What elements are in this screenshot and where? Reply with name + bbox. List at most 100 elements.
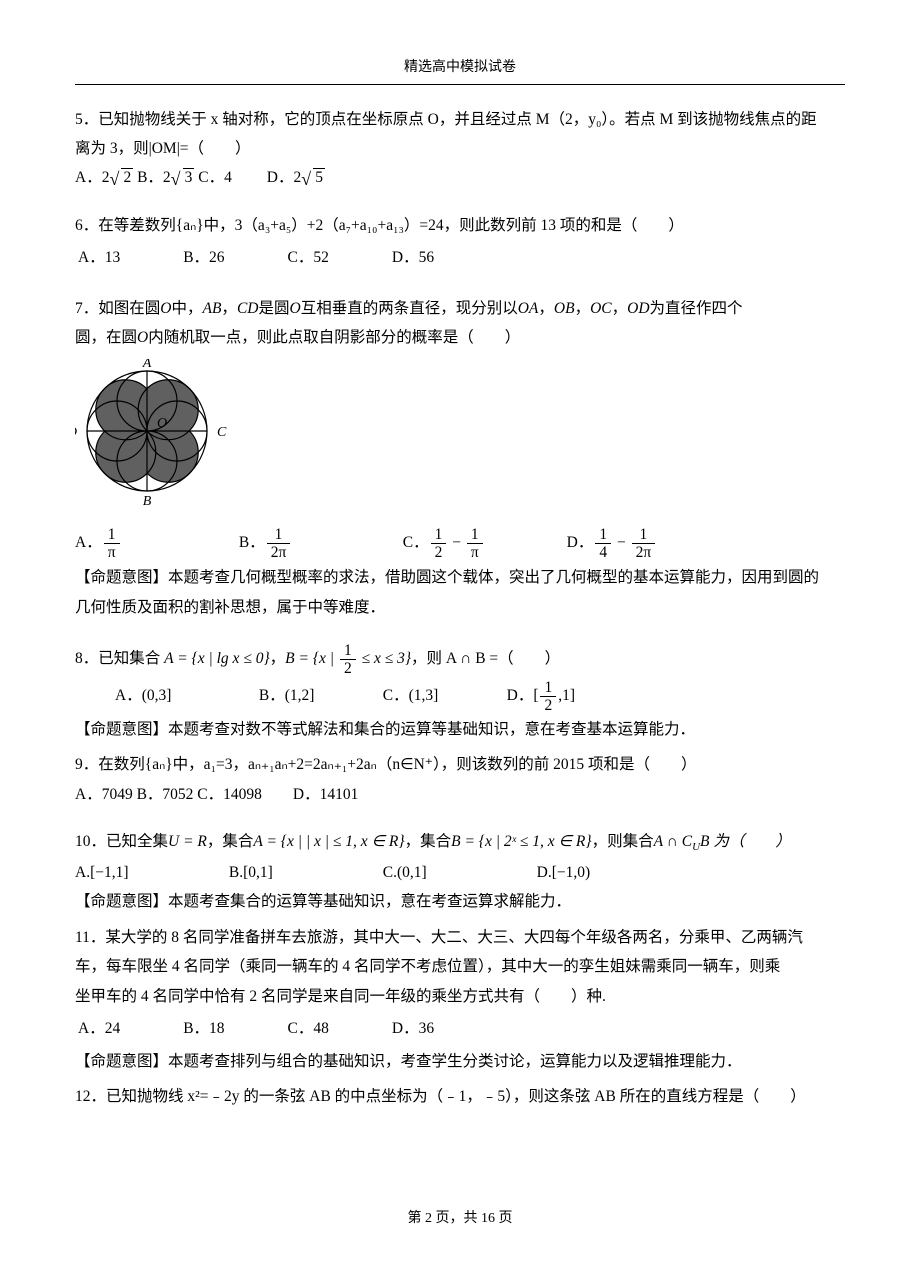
q8-opt-b: B．(1,2] — [259, 677, 379, 714]
q10-c1: ，集合 — [207, 833, 254, 850]
q7-c-an: 1 — [431, 526, 447, 544]
q7-c-bn: 1 — [467, 526, 483, 544]
q6-opt-d: D．56 — [391, 242, 494, 273]
q7-o3: O — [137, 329, 148, 346]
q7-oc: OC — [590, 300, 612, 317]
q10-subu: U — [692, 841, 700, 853]
q11-opt-c: C．48 — [287, 1013, 389, 1044]
q7-cd: CD — [237, 300, 259, 317]
q7-diagram: ABCDO — [75, 359, 845, 519]
q8-opt-a: A．(0,3] — [115, 677, 255, 714]
q5-a-pre: A． — [75, 169, 102, 186]
q5-a-rad: 2 — [121, 168, 133, 186]
q10-la: 10．已知全集 — [75, 833, 168, 850]
q5-a-coef: 2 — [102, 169, 110, 186]
q7-l1b: 中， — [171, 300, 202, 317]
q8-bn: 1 — [340, 642, 356, 660]
q10-note: 【命题意图】本题考查集合的运算等基础知识，意在考查运算求解能力． — [75, 887, 845, 916]
q8-options: A．(0,3] B．(1,2] C．(1,3] D．[12,1] — [75, 677, 845, 714]
q8-e2a: B = {x | — [285, 650, 338, 667]
q7-od: OD — [627, 300, 649, 317]
footer-suffix: 页 — [499, 1211, 513, 1226]
q7-o2: O — [290, 300, 301, 317]
q11-l3: 坐甲车的 4 名同学中恰有 2 名同学是来自同一年级的乘坐方式共有（ ）种. — [75, 982, 845, 1011]
q7-o1: O — [160, 300, 171, 317]
q7-line1: 7．如图在圆O中，AB，CD是圆O互相垂直的两条直径，现分别以OA，OB，OC，… — [75, 294, 845, 323]
q11-opt-a: A．24 — [77, 1013, 180, 1044]
page-header-title: 精选高中模拟试卷 — [75, 55, 845, 82]
q7-l1a: 7．如图在圆 — [75, 300, 160, 317]
question-6: 6．在等差数列{aₙ}中，3（a₃+a₅）+2（a₇+a₁₀+a₁₃）=24，则… — [75, 211, 845, 276]
q10-acub: A ∩ C — [654, 833, 692, 850]
q6-opt-c: C．52 — [287, 242, 389, 273]
q7-options: A．1π B．12π C．12 − 1π D．14 − 12π — [75, 523, 845, 563]
q7-b-pre: B． — [239, 534, 265, 551]
q10-u: U = R — [168, 833, 207, 850]
q6-opt-b: B．26 — [182, 242, 284, 273]
q7-d-bn: 1 — [632, 526, 656, 544]
q7-note2: 几何性质及面积的割补思想，属于中等难度． — [75, 593, 845, 622]
q7-c-ad: 2 — [431, 544, 447, 561]
q7-c-minus: − — [452, 534, 461, 551]
q7-c-bd: π — [467, 544, 483, 561]
q5-line1: 5．已知抛物线关于 x 轴对称，它的顶点在坐标原点 O，并且经过点 M（2，y₀… — [75, 105, 845, 134]
q8-note: 【命题意图】本题考查对数不等式解法和集合的运算等基础知识，意在考查基本运算能力． — [75, 715, 845, 744]
q8-la: 8．已知集合 — [75, 650, 160, 667]
q11-note: 【命题意图】本题考查排列与组合的基础知识，考查学生分类讨论，运算能力以及逻辑推理… — [75, 1047, 845, 1076]
footer-prefix: 第 — [408, 1211, 422, 1226]
q10-opt-d: D.[−1,0) — [537, 858, 591, 887]
q7-c3: ， — [575, 300, 591, 317]
q7-opt-a: A．1π — [75, 523, 235, 563]
q7-d-pre: D． — [567, 534, 594, 551]
q8-opt-c: C．(1,3] — [383, 677, 503, 714]
q9-text: 9．在数列{aₙ}中，a₁=3，aₙ₊₁aₙ+2=2aₙ₊₁+2aₙ（n∈N⁺）… — [75, 750, 845, 779]
q7-d-an: 1 — [595, 526, 611, 544]
q7-c4: ， — [612, 300, 628, 317]
q5-line2: 离为 3，则|OM|=（ ） — [75, 134, 845, 163]
q5-opt-d: D．25 — [263, 169, 325, 186]
svg-text:D: D — [75, 425, 77, 440]
page-footer: 第 2 页，共 16 页 — [0, 1206, 920, 1233]
q6-options: A．13 B．26 C．52 D．56 — [75, 240, 496, 275]
q11-opt-b: B．18 — [182, 1013, 284, 1044]
q11-l1: 11．某大学的 8 名同学准备拼车去旅游，其中大一、大二、大三、大四每个年级各两… — [75, 923, 845, 952]
q7-a-pre: A． — [75, 534, 102, 551]
q8-d-num: 1 — [540, 679, 556, 697]
q6-opt-a: A．13 — [77, 242, 180, 273]
q7-d-ad: 4 — [595, 544, 611, 561]
q7-c2: ， — [538, 300, 554, 317]
q7-opt-c: C．12 − 1π — [403, 523, 563, 563]
q7-l2b: 内随机取一点，则此点取自阴影部分的概率是（ ） — [148, 329, 520, 346]
q5-opt-a: A．22 — [75, 169, 137, 186]
q7-d-bd: 2π — [632, 544, 656, 561]
q10-line: 10．已知全集U = R，集合A = {x | | x | ≤ 1, x ∈ R… — [75, 827, 845, 858]
q7-ab: AB — [202, 300, 221, 317]
q10-c2: ，集合 — [405, 833, 452, 850]
question-12: 12．已知抛物线 x²=﹣2y 的一条弦 AB 的中点坐标为（﹣1，﹣5），则这… — [75, 1082, 845, 1111]
q5-b-coef: 2 — [163, 169, 171, 186]
q7-l1e: 为直径作四个 — [650, 300, 743, 317]
q5-b-rad: 3 — [183, 168, 195, 186]
q10-opt-a: A.[−1,1] — [75, 858, 225, 887]
q8-d-den: 2 — [540, 697, 556, 714]
q5-d-coef: 2 — [293, 169, 301, 186]
question-11: 11．某大学的 8 名同学准备拼车去旅游，其中大一、大二、大三、大四每个年级各两… — [75, 923, 845, 1076]
q7-l1d: 互相垂直的两条直径，现分别以 — [301, 300, 518, 317]
q6-text: 6．在等差数列{aₙ}中，3（a₃+a₅）+2（a₇+a₁₀+a₁₃）=24，则… — [75, 211, 845, 240]
q5-opt-b: B．23 — [137, 169, 198, 186]
q5-b-pre: B． — [137, 169, 163, 186]
q8-opt-d: D．[12,1] — [507, 677, 575, 714]
q10-a: A = {x | | x | ≤ 1, x ∈ R} — [253, 833, 404, 850]
q5-line2-text: 离为 3，则|OM|=（ ） — [75, 140, 251, 157]
q7-opt-d: D．14 − 12π — [567, 523, 727, 563]
q8-e2b: ≤ x ≤ 3} — [358, 650, 411, 667]
q5-d-rad: 5 — [313, 168, 325, 186]
question-7: 7．如图在圆O中，AB，CD是圆O互相垂直的两条直径，现分别以OA，OB，OC，… — [75, 294, 845, 622]
q7-line2: 圆，在圆O内随机取一点，则此点取自阴影部分的概率是（ ） — [75, 323, 845, 352]
svg-text:B: B — [143, 494, 152, 509]
q10-opt-b: B.[0,1] — [229, 858, 379, 887]
q8-bd: 2 — [340, 660, 356, 677]
q7-opt-b: B．12π — [239, 523, 399, 563]
q7-l1c: 是圆 — [258, 300, 289, 317]
q11-options: A．24 B．18 C．48 D．36 — [75, 1011, 496, 1046]
